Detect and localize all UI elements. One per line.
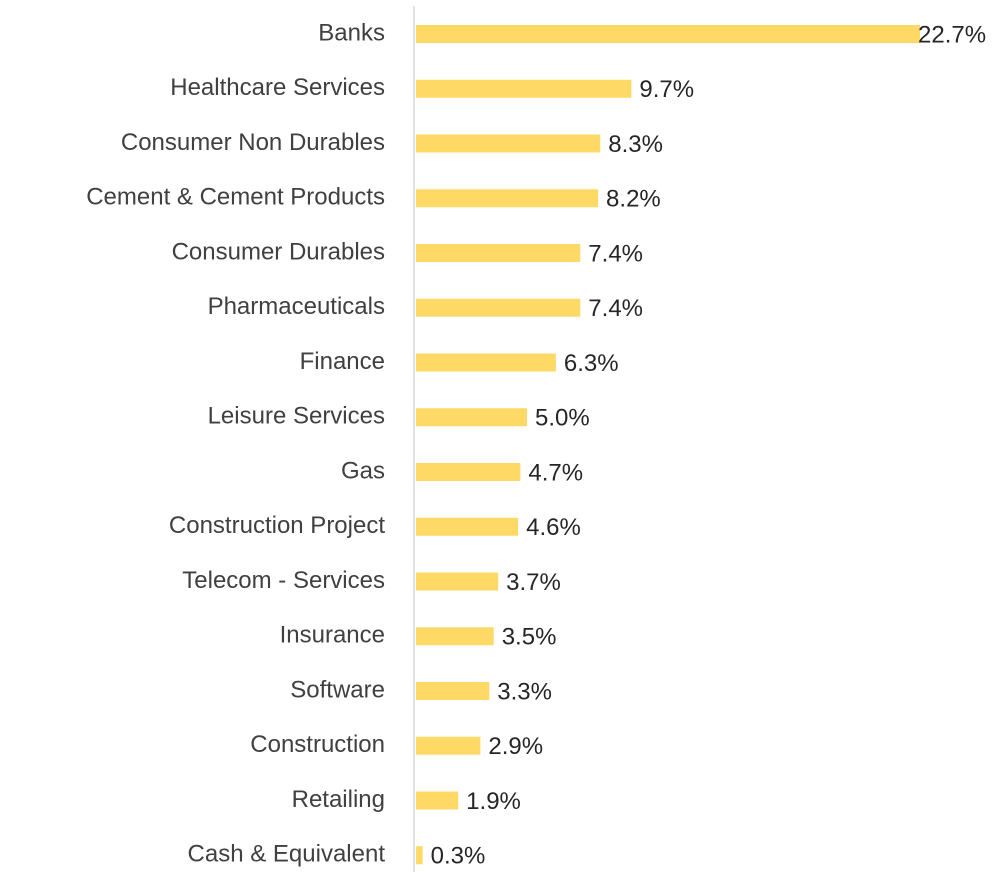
value-label: 9.7% [639, 76, 694, 103]
value-label: 8.2% [606, 186, 661, 213]
value-label: 3.3% [497, 678, 552, 705]
bar [416, 517, 519, 536]
value-label: 4.6% [526, 514, 581, 541]
category-label: Telecom - Services [182, 567, 385, 594]
category-label: Software [290, 676, 385, 703]
category-label: Banks [318, 19, 385, 46]
category-label: Consumer Non Durables [121, 129, 385, 156]
bar [416, 572, 499, 591]
bar [416, 736, 481, 755]
category-label: Cash & Equivalent [188, 841, 386, 868]
category-label: Healthcare Services [170, 74, 385, 101]
value-label: 5.0% [535, 405, 590, 432]
category-label: Construction [250, 731, 385, 758]
category-label: Retailing [292, 786, 385, 813]
category-label: Pharmaceuticals [208, 293, 385, 320]
category-label: Leisure Services [208, 403, 385, 430]
bar [416, 353, 556, 372]
bar [416, 134, 601, 153]
category-label: Insurance [280, 622, 385, 649]
value-label: 3.5% [502, 624, 557, 651]
value-label: 7.4% [588, 295, 643, 322]
bar [416, 408, 528, 427]
category-label: Construction Project [169, 512, 385, 539]
value-label: 0.3% [431, 843, 486, 870]
value-label: 2.9% [488, 733, 543, 760]
value-label: 22.7% [918, 21, 986, 48]
bar [416, 463, 521, 481]
category-label: Finance [300, 348, 385, 375]
value-label: 4.7% [528, 459, 583, 486]
bar [416, 682, 490, 700]
category-label: Gas [341, 457, 385, 484]
category-label: Consumer Durables [172, 238, 385, 265]
bar [416, 79, 632, 98]
value-label: 8.3% [608, 131, 663, 158]
category-label: Cement & Cement Products [86, 184, 385, 211]
bar [416, 25, 920, 43]
bar [416, 627, 494, 646]
value-label: 6.3% [564, 350, 619, 377]
bar [416, 791, 459, 810]
bar [416, 189, 599, 208]
bar [416, 846, 423, 865]
value-label: 7.4% [588, 240, 643, 267]
bar [416, 244, 581, 262]
value-label: 3.7% [506, 569, 561, 596]
bar [416, 298, 581, 317]
value-label: 1.9% [466, 788, 521, 815]
